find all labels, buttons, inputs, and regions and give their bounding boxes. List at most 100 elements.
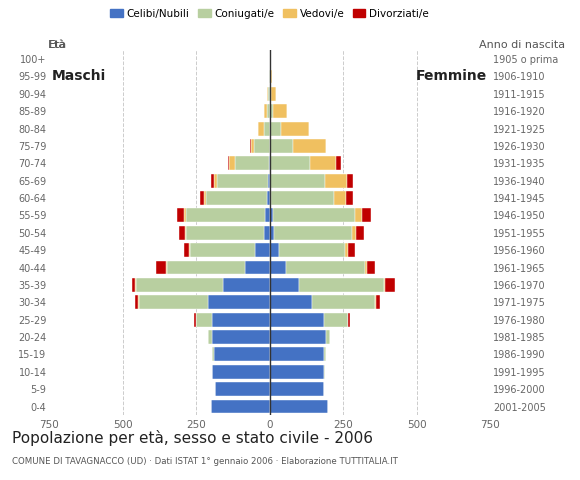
Bar [179, 226, 185, 240]
Bar [253, 139, 270, 153]
Bar [270, 243, 278, 257]
Bar [270, 174, 325, 188]
Bar [200, 191, 204, 205]
Bar [269, 70, 270, 84]
Bar [208, 330, 212, 344]
Bar [194, 312, 195, 326]
Bar [270, 295, 312, 309]
Bar [211, 399, 270, 413]
Bar [135, 278, 136, 292]
Bar [286, 261, 365, 275]
Bar [204, 191, 206, 205]
Bar [347, 312, 348, 326]
Bar [345, 243, 347, 257]
Bar [184, 243, 190, 257]
Bar [312, 295, 375, 309]
Bar [324, 348, 325, 361]
Bar [212, 365, 270, 379]
Bar [270, 312, 324, 326]
Bar [385, 278, 395, 292]
Text: Età: Età [48, 40, 66, 50]
Bar [347, 174, 353, 188]
Bar [255, 243, 270, 257]
Text: Femmine: Femmine [416, 70, 487, 84]
Bar [264, 121, 270, 135]
Bar [270, 191, 271, 205]
Bar [324, 312, 347, 326]
Bar [212, 312, 270, 326]
Bar [324, 365, 325, 379]
Bar [166, 261, 167, 275]
Bar [310, 156, 336, 170]
Bar [270, 399, 328, 413]
Bar [217, 174, 268, 188]
Bar [215, 382, 270, 396]
Bar [273, 104, 287, 118]
Text: Maschi: Maschi [52, 70, 107, 84]
Bar [269, 156, 270, 170]
Bar [293, 139, 325, 153]
Bar [362, 208, 371, 222]
Bar [251, 139, 253, 153]
Bar [270, 261, 286, 275]
Bar [228, 156, 230, 170]
Bar [214, 348, 270, 361]
Bar [270, 226, 274, 240]
Bar [211, 174, 214, 188]
Bar [325, 174, 347, 188]
Bar [325, 139, 326, 153]
Bar [270, 348, 324, 361]
Bar [177, 208, 184, 222]
Bar [281, 121, 309, 135]
Bar [196, 312, 212, 326]
Bar [367, 261, 375, 275]
Bar [212, 330, 270, 344]
Bar [208, 295, 270, 309]
Bar [212, 348, 214, 361]
Bar [356, 226, 364, 240]
Bar [136, 278, 223, 292]
Bar [270, 70, 272, 84]
Bar [274, 226, 352, 240]
Bar [270, 104, 273, 118]
Bar [195, 312, 196, 326]
Bar [250, 139, 251, 153]
Text: Anno di nascita: Anno di nascita [480, 40, 566, 50]
Bar [270, 330, 325, 344]
Bar [273, 208, 355, 222]
Bar [268, 174, 270, 188]
Bar [270, 121, 281, 135]
Bar [156, 261, 166, 275]
Bar [346, 191, 353, 205]
Bar [334, 191, 346, 205]
Bar [355, 208, 362, 222]
Bar [190, 243, 255, 257]
Bar [214, 174, 217, 188]
Bar [230, 156, 235, 170]
Bar [376, 295, 380, 309]
Bar [347, 243, 355, 257]
Bar [271, 87, 275, 101]
Bar [245, 261, 270, 275]
Bar [271, 191, 334, 205]
Bar [270, 365, 324, 379]
Bar [270, 278, 299, 292]
Bar [258, 121, 264, 135]
Bar [235, 156, 269, 170]
Text: Età: Età [49, 40, 67, 50]
Legend: Celibi/Nubili, Coniugati/e, Vedovi/e, Divorziati/e: Celibi/Nubili, Coniugati/e, Vedovi/e, Di… [106, 4, 433, 23]
Bar [375, 295, 376, 309]
Bar [336, 156, 341, 170]
Bar [186, 208, 265, 222]
Bar [325, 330, 330, 344]
Bar [270, 156, 310, 170]
Bar [167, 261, 245, 275]
Bar [264, 226, 270, 240]
Text: Popolazione per età, sesso e stato civile - 2006: Popolazione per età, sesso e stato civil… [12, 430, 372, 445]
Bar [267, 191, 270, 205]
Bar [365, 261, 367, 275]
Bar [267, 104, 270, 118]
Text: COMUNE DI TAVAGNACCO (UD) · Dati ISTAT 1° gennaio 2006 · Elaborazione TUTTITALIA: COMUNE DI TAVAGNACCO (UD) · Dati ISTAT 1… [12, 457, 397, 466]
Bar [299, 278, 385, 292]
Bar [352, 226, 356, 240]
